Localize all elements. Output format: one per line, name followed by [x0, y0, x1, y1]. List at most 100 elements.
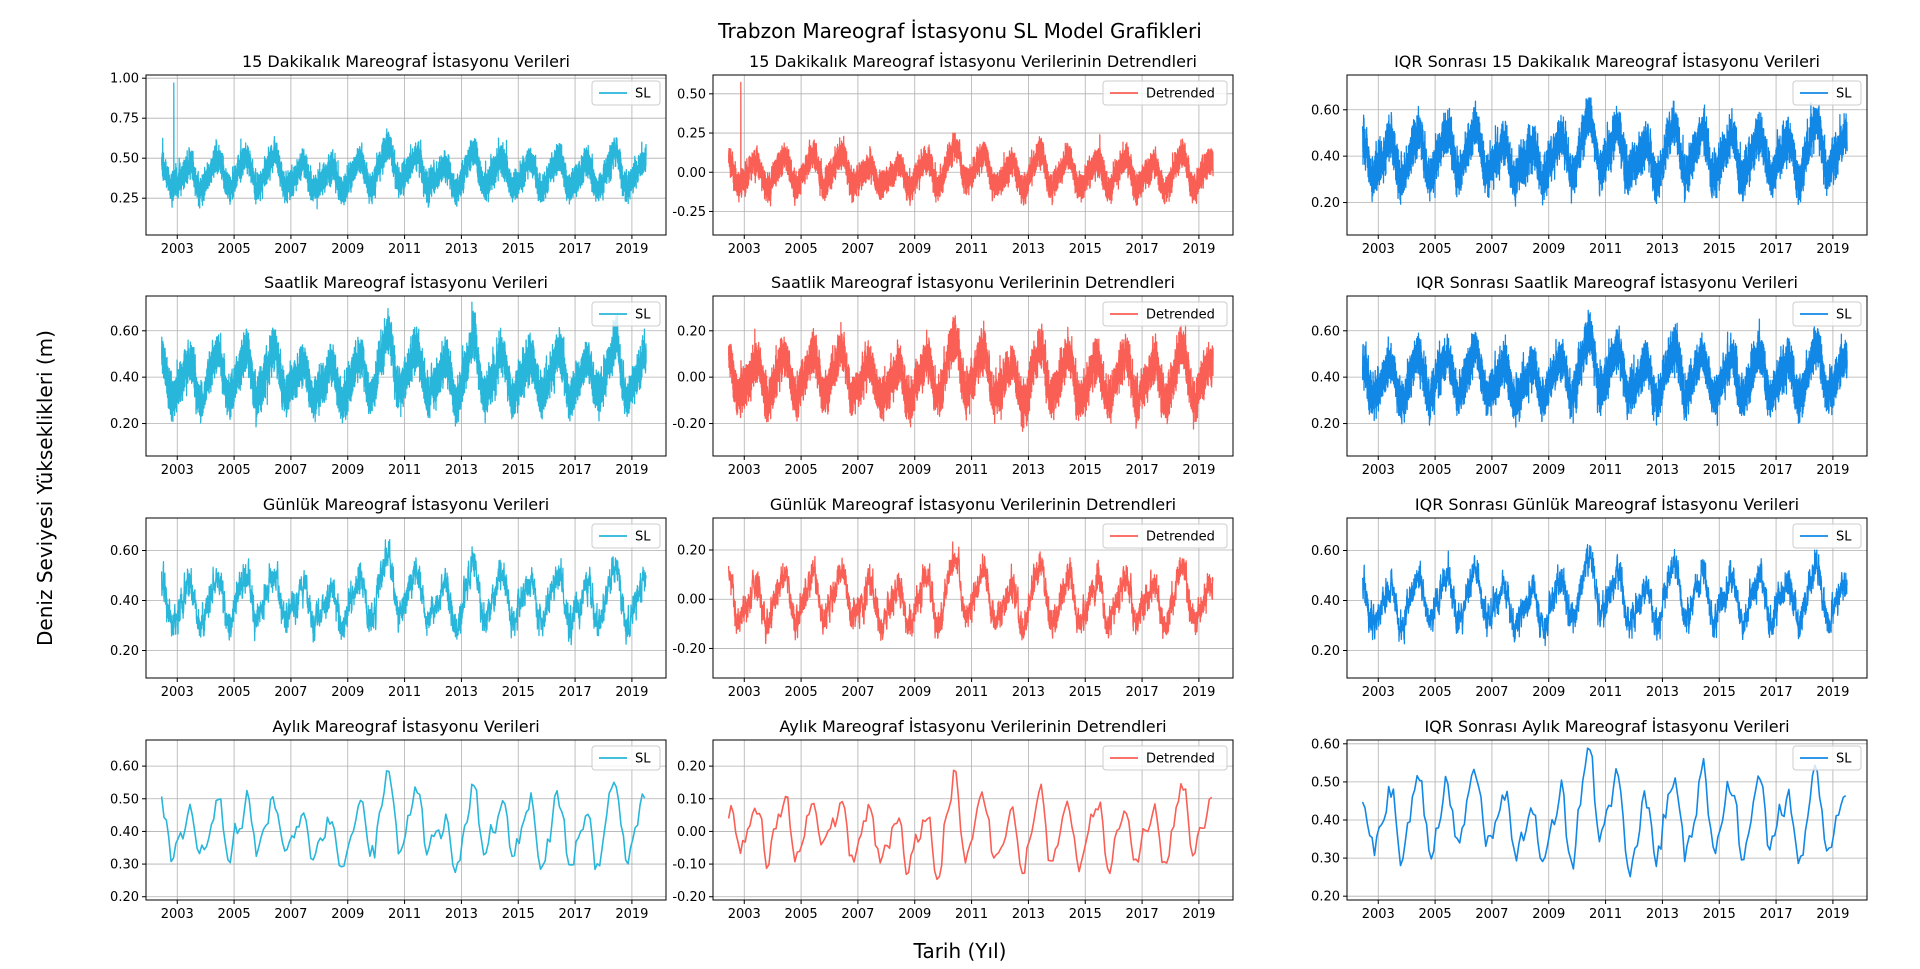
chart-title: Günlük Mareograf İstasyonu Verilerinin D… [770, 495, 1176, 514]
chart-title: 15 Dakikalık Mareograf İstasyonu Veriler… [242, 52, 570, 71]
y-tick-label: 0.30 [110, 858, 139, 873]
x-tick-label: 2003 [728, 907, 761, 922]
y-tick-label: 0.40 [1311, 150, 1340, 165]
x-tick-label: 2005 [1419, 685, 1452, 700]
y-tick-label: 0.00 [677, 371, 706, 386]
x-tick-label: 2003 [161, 463, 194, 478]
plot-frame [145, 739, 667, 901]
x-tick-label: 2009 [1532, 242, 1565, 257]
chart-panel: Günlük Mareograf İstasyonu Verileri 2003 2… [110, 495, 667, 700]
x-tick-label: 2019 [615, 685, 648, 700]
x-tick-label: 2017 [1760, 685, 1793, 700]
x-tick-label: 2007 [1475, 907, 1508, 922]
y-tick-label: 0.20 [110, 417, 139, 432]
x-tick-label: 2015 [502, 242, 535, 257]
figure-title: Trabzon Mareograf İstasyonu SL Model Gra… [717, 19, 1202, 43]
legend: SL [1792, 301, 1862, 327]
y-tick-label: 0.40 [110, 825, 139, 840]
x-tick-label: 2017 [1760, 463, 1793, 478]
x-tick-label: 2019 [615, 463, 648, 478]
x-tick-label: 2011 [388, 907, 421, 922]
x-tick-label: 2015 [1703, 463, 1736, 478]
plot-frame [712, 739, 1234, 901]
x-tick-label: 2005 [1419, 907, 1452, 922]
plot-frame [1346, 295, 1868, 457]
chart-title: Saatlik Mareograf İstasyonu Verilerinin … [771, 273, 1175, 292]
x-tick-label: 2009 [331, 463, 364, 478]
y-tick-label: 0.60 [1311, 324, 1340, 339]
y-tick-label: 0.20 [1311, 196, 1340, 211]
y-tick-label: 0.00 [677, 166, 706, 181]
x-tick-label: 2019 [1816, 907, 1849, 922]
y-tick-label: 0.50 [677, 87, 706, 102]
x-tick-label: 2013 [1646, 463, 1679, 478]
legend: Detrended [1102, 523, 1228, 549]
x-tick-label: 2009 [898, 463, 931, 478]
x-tick-label: 2007 [1475, 242, 1508, 257]
x-tick-label: 2015 [502, 463, 535, 478]
x-tick-label: 2011 [1589, 907, 1622, 922]
y-tick-label: 0.30 [1311, 852, 1340, 867]
x-tick-label: 2005 [1419, 463, 1452, 478]
x-tick-label: 2013 [1012, 685, 1045, 700]
legend-label: SL [1836, 308, 1852, 323]
x-tick-label: 2003 [728, 242, 761, 257]
x-tick-label: 2007 [1475, 685, 1508, 700]
x-tick-label: 2015 [1703, 685, 1736, 700]
x-tick-label: 2009 [898, 242, 931, 257]
x-tick-label: 2003 [1362, 463, 1395, 478]
plot-frame [145, 74, 667, 236]
x-tick-label: 2007 [841, 907, 874, 922]
x-tick-label: 2013 [1012, 463, 1045, 478]
x-tick-label: 2003 [161, 242, 194, 257]
x-tick-label: 2015 [1069, 242, 1102, 257]
y-tick-label: -0.20 [672, 417, 706, 432]
y-tick-label: 0.40 [110, 371, 139, 386]
y-tick-label: 0.60 [1311, 103, 1340, 118]
x-tick-label: 2013 [1646, 907, 1679, 922]
x-tick-label: 2005 [785, 907, 818, 922]
x-tick-label: 2009 [1532, 463, 1565, 478]
y-tick-label: 0.00 [677, 825, 706, 840]
x-tick-label: 2017 [559, 685, 592, 700]
x-tick-label: 2003 [1362, 907, 1395, 922]
x-tick-label: 2011 [955, 242, 988, 257]
x-tick-label: 2017 [559, 463, 592, 478]
series-line [160, 539, 647, 646]
x-tick-label: 2007 [274, 242, 307, 257]
series-line [727, 541, 1214, 645]
x-tick-label: 2019 [1182, 685, 1215, 700]
x-tick-label: 2019 [1182, 907, 1215, 922]
y-tick-label: 0.10 [677, 792, 706, 807]
series-line [160, 82, 647, 210]
series-line [1361, 309, 1848, 428]
y-tick-label: 0.60 [110, 544, 139, 559]
series-line [727, 315, 1214, 432]
series-line [1361, 544, 1848, 647]
chart-title: Aylık Mareograf İstasyonu Verilerinin De… [779, 717, 1166, 736]
x-tick-label: 2011 [1589, 242, 1622, 257]
x-tick-label: 2015 [1069, 685, 1102, 700]
x-tick-label: 2005 [218, 685, 251, 700]
chart-panel: IQR Sonrası Aylık Mareograf İstasyonu Ve… [1311, 717, 1868, 922]
y-tick-label: 0.40 [1311, 371, 1340, 386]
chart-title: Aylık Mareograf İstasyonu Verileri [272, 717, 539, 736]
legend-label: SL [635, 752, 651, 767]
x-tick-label: 2013 [1646, 242, 1679, 257]
legend-label: SL [635, 87, 651, 102]
chart-panel: 15 Dakikalık Mareograf İstasyonu Veriler… [110, 52, 667, 257]
y-tick-label: 0.20 [677, 760, 706, 775]
x-tick-label: 2003 [1362, 242, 1395, 257]
chart-panels: 15 Dakikalık Mareograf İstasyonu Veriler… [110, 52, 1868, 922]
x-tick-label: 2005 [785, 685, 818, 700]
series-line [1361, 747, 1847, 878]
x-tick-label: 2015 [1703, 907, 1736, 922]
x-tick-label: 2015 [1069, 907, 1102, 922]
chart-panel: Günlük Mareograf İstasyonu Verilerinin D… [672, 495, 1234, 700]
y-tick-label: 0.50 [110, 152, 139, 167]
x-tick-label: 2007 [841, 242, 874, 257]
x-tick-label: 2007 [274, 907, 307, 922]
series-line [160, 770, 646, 874]
legend-label: Detrended [1146, 530, 1215, 545]
legend-label: Detrended [1146, 752, 1215, 767]
